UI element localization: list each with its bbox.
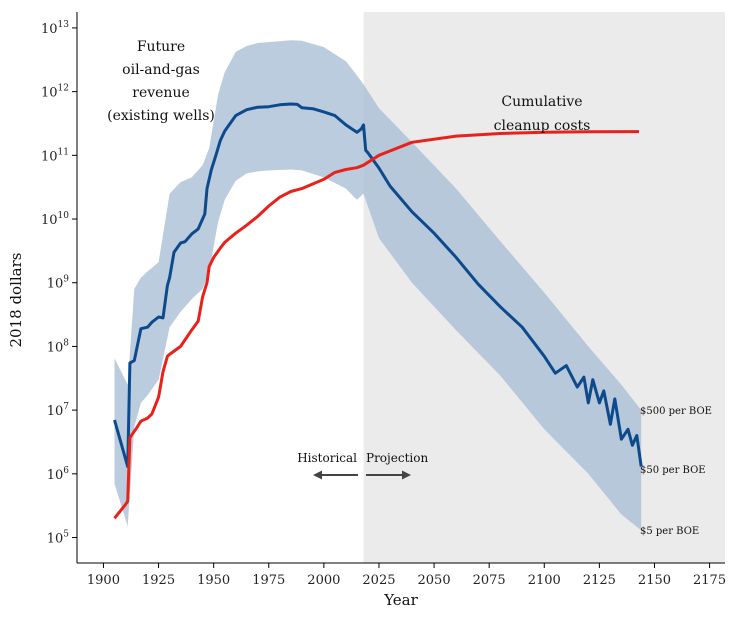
- y-tick-label-11: 1011: [41, 147, 69, 164]
- y-axis-label: 2018 dollars: [7, 253, 25, 348]
- y-tick-label-5: 105: [47, 530, 70, 547]
- x-axis-label: Year: [383, 591, 418, 609]
- cleanup-annotation: Cumulative cleanup costs: [494, 94, 591, 134]
- cleanup-cost-line: [113, 130, 640, 520]
- x-tick-label-1925: 1925: [142, 573, 175, 588]
- boe-500-label: $500 per BOE: [640, 406, 712, 417]
- x-tick-label-2150: 2150: [638, 573, 671, 588]
- revenue-annotation: Future oil-and-gas revenue (existing wel…: [107, 39, 215, 124]
- historical-arrow: [313, 470, 358, 480]
- x-tick-label-2000: 2000: [307, 573, 340, 588]
- revenue-label-line-2: oil-and-gas: [122, 62, 200, 78]
- x-tick-label-1975: 1975: [252, 573, 285, 588]
- projection-arrow: [366, 470, 411, 480]
- x-tick-label-2100: 2100: [528, 573, 561, 588]
- x-tick-label-2075: 2075: [473, 573, 506, 588]
- boe-5-label: $5 per BOE: [640, 526, 699, 537]
- historical-label: Historical: [297, 451, 357, 465]
- cleanup-label-line-1: Cumulative: [501, 94, 582, 110]
- revenue-median-line: [113, 102, 643, 469]
- axes: 1900 1925 1950 1975 2000 2025 2050 2075 2100 2125…: [41, 12, 726, 588]
- y-tick-label-12: 1012: [41, 84, 69, 101]
- boe-50-label: $50 per BOE: [640, 465, 706, 476]
- y-tick-label-13: 1013: [41, 20, 69, 37]
- y-tick-label-10: 1010: [41, 211, 69, 228]
- revenue-uncertainty-band: [114, 40, 642, 531]
- x-tick-label-2025: 2025: [362, 573, 395, 588]
- y-tick-label-6: 106: [47, 466, 70, 483]
- x-tick-label-1900: 1900: [87, 573, 120, 588]
- revenue-label-line-3: revenue: [132, 85, 190, 101]
- y-tick-label-9: 109: [47, 275, 70, 292]
- y-tick-label-7: 107: [47, 402, 70, 419]
- cleanup-label-line-2: cleanup costs: [494, 118, 591, 134]
- revenue-label-line-1: Future: [137, 39, 185, 55]
- x-tick-label-1950: 1950: [197, 573, 230, 588]
- revenue-label-line-4: (existing wells): [107, 108, 215, 124]
- x-tick-label-2175: 2175: [693, 573, 726, 588]
- x-tick-label-2125: 2125: [583, 573, 616, 588]
- y-tick-label-8: 108: [47, 338, 70, 355]
- x-tick-label-2050: 2050: [418, 573, 451, 588]
- projection-label: Projection: [366, 451, 428, 465]
